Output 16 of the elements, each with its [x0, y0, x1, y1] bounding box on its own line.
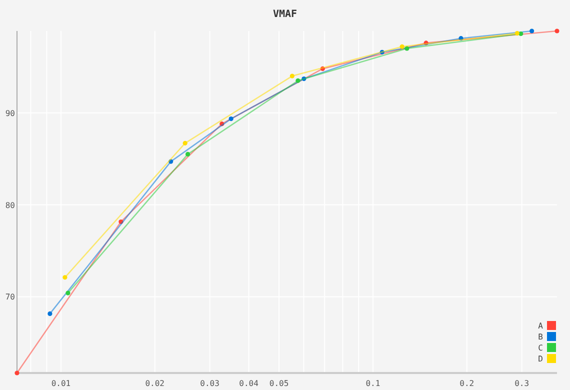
x-tick-label: 0.3 — [514, 379, 530, 388]
legend-label: B — [538, 332, 544, 342]
legend-label: C — [538, 344, 544, 352]
chart-title: VMAF — [272, 9, 298, 20]
y-tick-label: 70 — [5, 292, 16, 302]
x-tick-label: 0.1 — [366, 379, 380, 388]
x-tick-label: 0.02 — [145, 379, 165, 388]
legend-label: A — [538, 322, 544, 330]
x-tick-label: 0.2 — [460, 379, 474, 388]
legend-label: D — [538, 354, 544, 364]
x-tick-label: 0.05 — [269, 379, 289, 388]
x-tick-label: 0.03 — [200, 379, 220, 388]
x-tick-label: 0.04 — [239, 379, 259, 388]
x-tick-label: 0.01 — [51, 379, 71, 388]
y-tick-label: 90 — [5, 108, 16, 118]
y-tick-label: 80 — [5, 200, 16, 210]
